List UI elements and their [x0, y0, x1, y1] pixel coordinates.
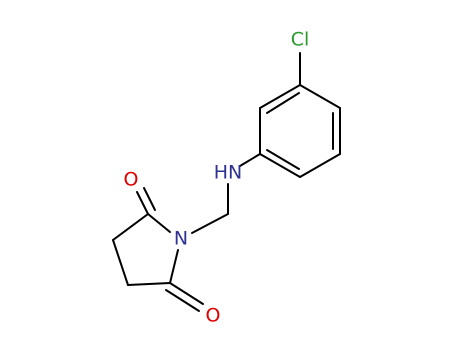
bond	[191, 213, 229, 234]
bonds	[112, 52, 341, 312]
bond	[147, 213, 171, 233]
bond	[259, 153, 301, 178]
bond	[112, 213, 149, 241]
bond	[165, 289, 200, 312]
bond	[259, 84, 301, 109]
bond	[169, 249, 179, 284]
atom-label: O	[206, 305, 221, 327]
bond	[127, 282, 171, 286]
bond	[266, 92, 300, 114]
atom-label: HN	[214, 162, 243, 184]
atom-label: Cl	[291, 29, 310, 51]
bond	[112, 239, 129, 286]
bond	[143, 187, 156, 211]
bond	[169, 282, 204, 305]
bond	[136, 191, 149, 215]
bond	[239, 153, 261, 167]
atom-label: O	[124, 169, 139, 191]
bond	[299, 153, 341, 178]
bond	[299, 84, 341, 109]
bond	[266, 149, 300, 170]
atom-label: N	[174, 228, 188, 250]
